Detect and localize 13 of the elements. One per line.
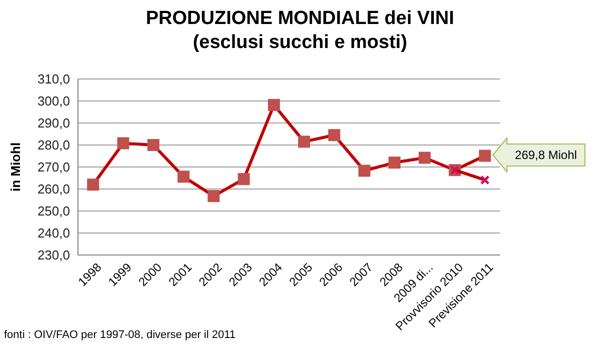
chart-title: PRODUZIONE MONDIALE dei VINI (esclusi succhi e mosti) [146, 8, 454, 53]
y-tick-label: 300,0 [37, 94, 70, 109]
text: fonti : OIV/FAO per 1997-08, diverse per il 2011 [4, 329, 236, 341]
y-tick-label: 310,0 [37, 72, 70, 87]
y-tick-label: 270,0 [37, 160, 70, 175]
y-tick-label: 240,0 [37, 226, 70, 241]
y-tick-label: 260,0 [37, 182, 70, 197]
y-tick-label: 280,0 [37, 138, 70, 153]
text: 269,8 Miohl [514, 148, 577, 162]
y-tick-label: 290,0 [37, 116, 70, 131]
y-axis-title: in Miohl [8, 142, 23, 192]
y-tick-label: 230,0 [37, 248, 70, 263]
y-tick-label: 250,0 [37, 204, 70, 219]
